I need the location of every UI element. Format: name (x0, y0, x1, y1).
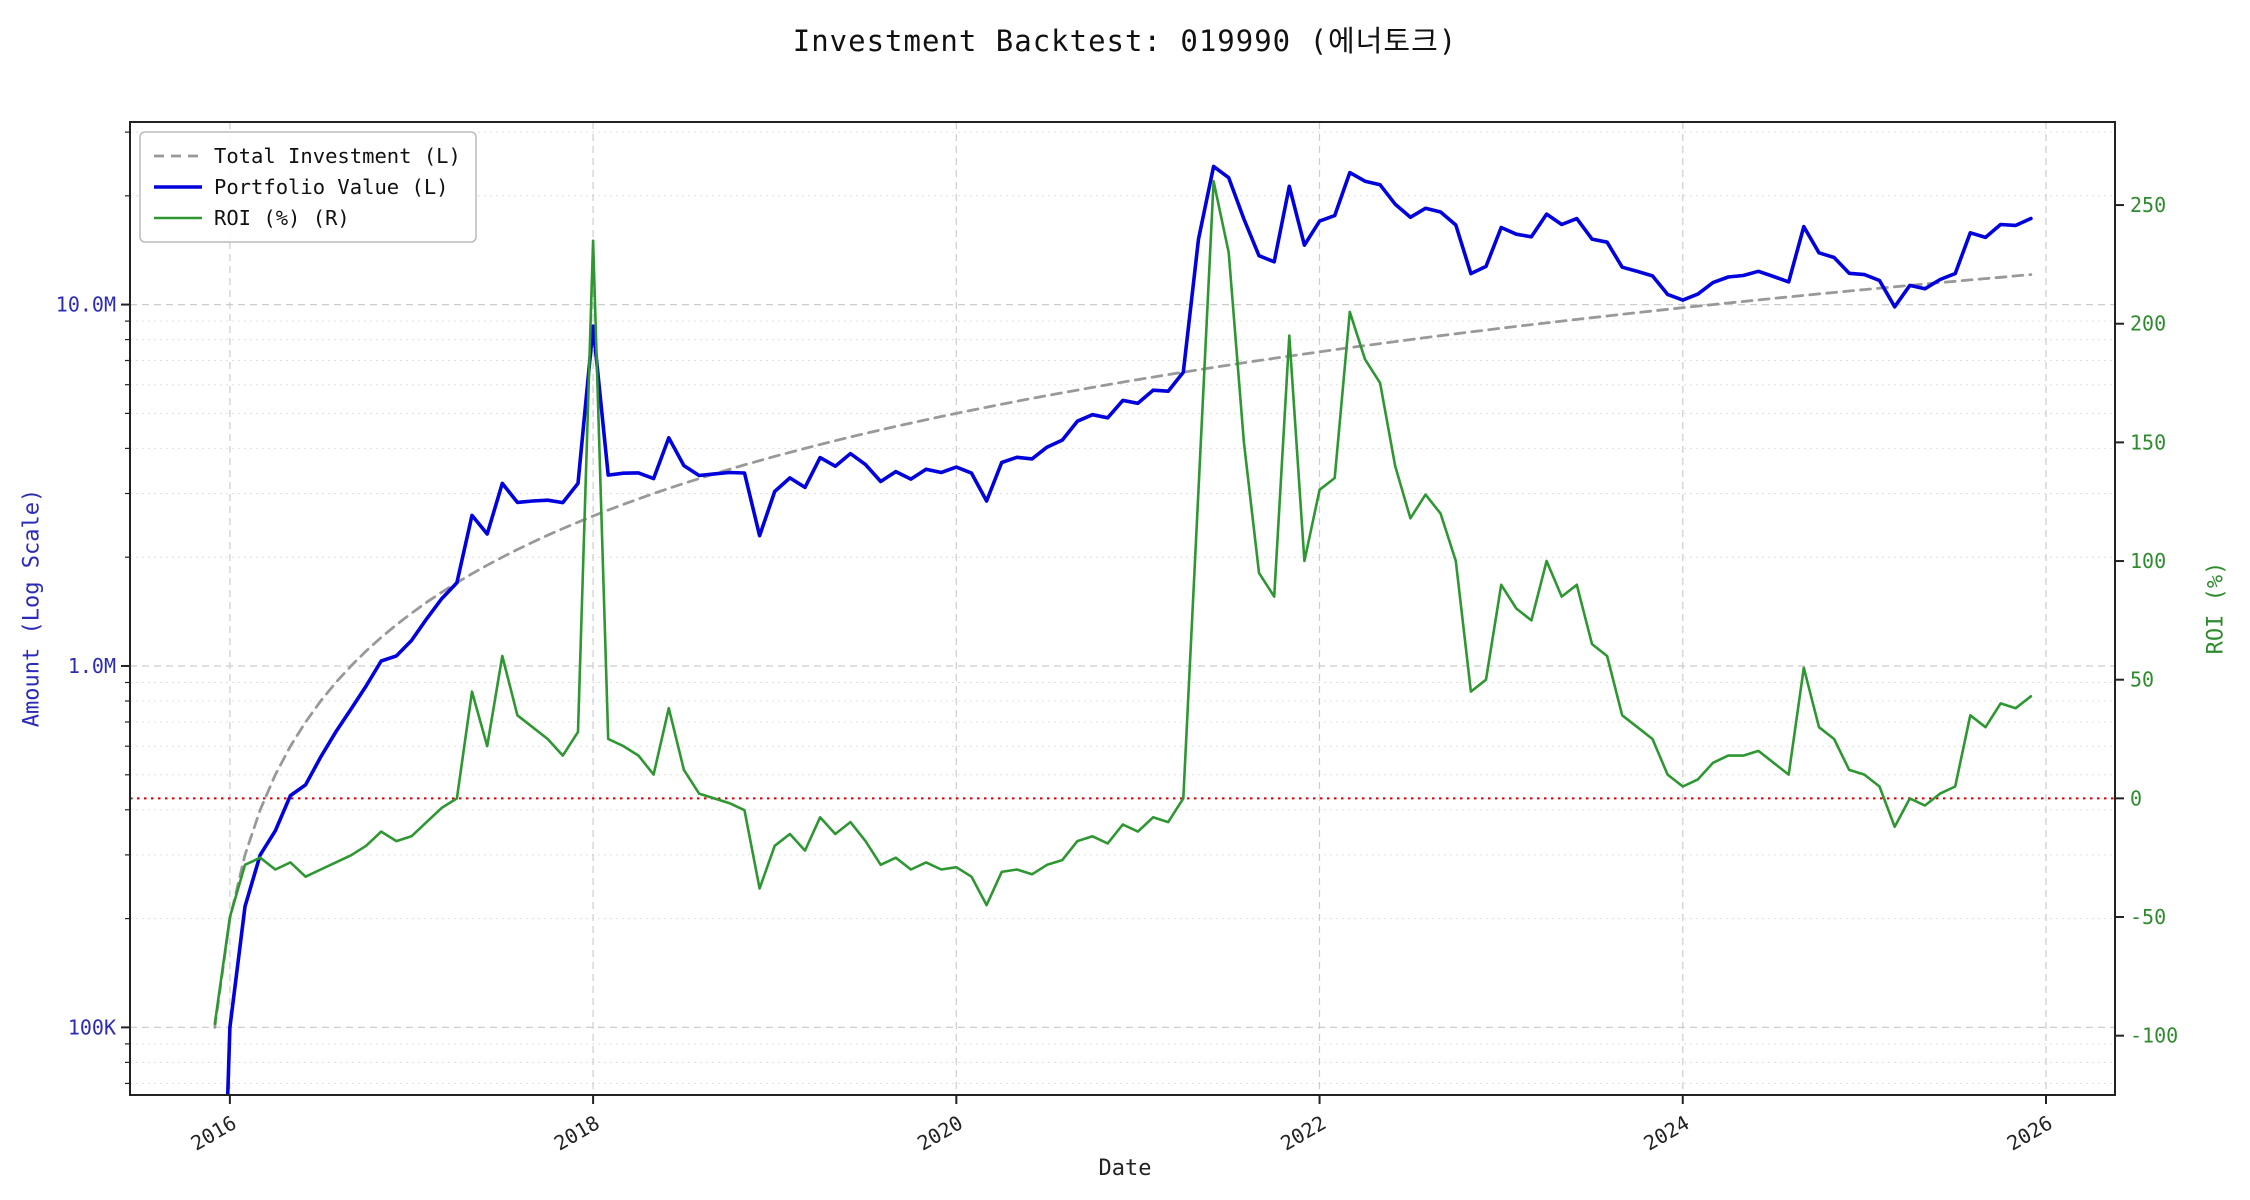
y-right-tick-label: 250 (2130, 193, 2166, 217)
series-line-1 (225, 164, 2033, 1095)
legend-label-2: ROI (%) (R) (214, 206, 350, 230)
x-tick-label: 2024 (1640, 1111, 1694, 1156)
y-left-tick-label: 10.0M (56, 293, 116, 317)
y-left-tick-label: 1.0M (68, 654, 116, 678)
y-left-tick-label: 100K (68, 1015, 116, 1039)
y-right-tick-label: 150 (2130, 430, 2166, 454)
plot-border (129, 121, 2116, 1096)
x-tick-label: 2026 (2003, 1111, 2057, 1156)
x-tick-label: 2022 (1276, 1111, 1330, 1156)
y-right-tick-label: -50 (2130, 905, 2166, 929)
x-tick-label: 2016 (187, 1111, 241, 1156)
series-group (213, 164, 2033, 1095)
series-line-2 (213, 180, 2033, 1026)
y-right-tick-label: -100 (2130, 1024, 2178, 1048)
legend-label-0: Total Investment (L) (214, 144, 461, 168)
x-tick-label: 2020 (913, 1111, 967, 1156)
legend-label-1: Portfolio Value (L) (214, 175, 449, 199)
x-axis-label: Date (1098, 1156, 1152, 1181)
y-right-tick-label: 50 (2130, 668, 2154, 692)
series-line-0 (213, 273, 2033, 1029)
y-right-tick-label: 100 (2130, 549, 2166, 573)
chart-title: Investment Backtest: 019990 (에너토크) (792, 24, 1458, 58)
legend-box (139, 131, 477, 243)
y-right-tick-label: 0 (2130, 786, 2142, 810)
y-right-tick-label: 200 (2130, 312, 2166, 336)
x-tick-label: 2018 (550, 1111, 604, 1156)
